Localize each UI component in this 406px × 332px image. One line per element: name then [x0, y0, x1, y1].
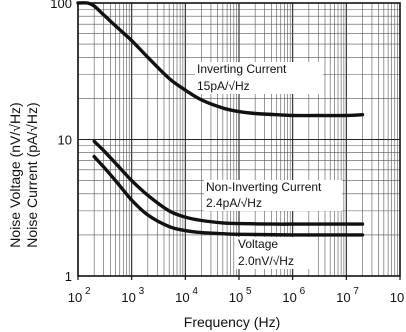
non-inverting-label-bg	[204, 180, 342, 211]
voltage-label: Voltage	[238, 237, 278, 251]
y-axis-title-line-1: Noise Voltage (nV/√Hz)	[7, 102, 23, 247]
non-inverting-curve	[92, 139, 365, 226]
x-tick-exponent: 5	[246, 286, 252, 297]
voltage-value-label: 2.0nV/√Hz	[238, 254, 294, 268]
x-tick-labels: 102103104105106107108	[68, 276, 404, 305]
y-tick-label: 10	[58, 133, 72, 148]
y-axis-title: Noise Voltage (nV/√Hz) Noise Current (pA…	[7, 102, 40, 247]
series-curves	[76, 1, 365, 237]
inverting-curve	[76, 1, 365, 118]
x-tick-exponent: 3	[139, 286, 145, 297]
x-tick-label: 10	[175, 290, 189, 305]
non-inverting-value-label: 2.4pA/√Hz	[206, 196, 262, 210]
inverting-value-label: 15pA/√Hz	[197, 79, 250, 93]
x-tick-label: 10	[390, 290, 404, 305]
y-axis-title-line-2: Noise Current (pA/√Hz)	[24, 102, 40, 247]
x-tick-label: 10	[121, 290, 135, 305]
x-tick-label: 10	[229, 290, 243, 305]
y-tick-label: 100	[50, 0, 72, 11]
x-tick-exponent: 7	[353, 286, 359, 297]
x-tick-exponent: 2	[85, 286, 91, 297]
non-inverting-label: Non-Inverting Current	[206, 180, 322, 194]
voltage-label-bg	[236, 237, 314, 269]
grid	[77, 3, 400, 277]
inverting-label-bg	[195, 62, 323, 94]
y-tick-label: 1	[65, 269, 72, 284]
series-annotations: Inverting Current 15pA/√Hz Non-Inverting C…	[195, 62, 342, 269]
x-tick-label: 10	[336, 290, 350, 305]
x-tick-exponent: 4	[192, 286, 198, 297]
x-tick-label: 10	[282, 290, 296, 305]
x-tick-exponent: 6	[300, 286, 306, 297]
y-tick-labels: 1 10 100	[50, 0, 72, 284]
x-tick-label: 10	[68, 290, 82, 305]
inverting-label: Inverting Current	[197, 62, 287, 76]
x-axis-title: Frequency (Hz)	[184, 314, 280, 330]
voltage-curve	[92, 154, 365, 237]
